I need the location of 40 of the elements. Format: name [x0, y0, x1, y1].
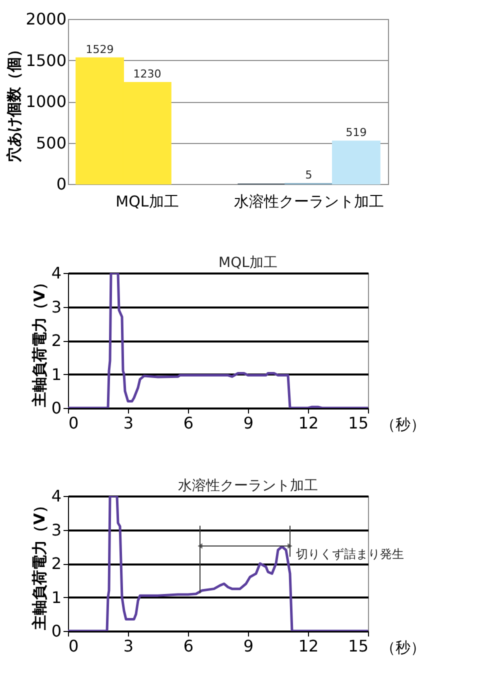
y-tick-label: 2 [51, 331, 62, 350]
x-tick-label: 15 [348, 636, 368, 656]
data-label: 5 [305, 168, 312, 182]
y-tick-label: 4 [51, 486, 62, 506]
y-axis-title: 主軸負荷電力（V） [30, 275, 48, 408]
y-tick-label: 0 [51, 398, 62, 418]
data-label: 1529 [86, 42, 114, 56]
y-tick-label: 1500 [26, 50, 66, 70]
x-axis-title: （秒） [380, 416, 426, 434]
x-tick-label: 6 [183, 414, 194, 432]
y-tick-label: 1000 [26, 92, 66, 111]
x-tick-label: 6 [183, 636, 194, 656]
y-tick-label: 3 [51, 297, 62, 316]
x-tick-label: 0 [68, 414, 79, 432]
text: MQL加工 [218, 255, 278, 271]
y-tick-label: 0 [56, 174, 66, 194]
data-label: 519 [346, 126, 367, 140]
ref-line-label: 切りくず詰まり発生 [296, 547, 404, 562]
y-axis-title: 主軸負荷電力（V） [30, 498, 48, 631]
text: 水溶性クーラント加工 [178, 478, 318, 494]
x-tick-label: 3 [123, 636, 134, 656]
y-tick-label: 1 [51, 364, 62, 384]
x-axis-title: （秒） [380, 638, 426, 656]
x-tick-label: 9 [243, 414, 254, 432]
y-tick-label: 0 [51, 622, 62, 640]
y-tick-label: 1 [51, 588, 62, 607]
y-axis-title: 穴あけ個数（個） [4, 42, 23, 163]
x-tick-label: 12 [298, 636, 319, 656]
y-tick-label: 2 [51, 554, 62, 573]
x-tick-label: 9 [243, 636, 254, 656]
x-tick-label: 0 [68, 636, 79, 656]
y-tick-label: 3 [51, 520, 62, 540]
y-tick-label: 2000 [26, 10, 66, 28]
bar [332, 140, 380, 184]
y-tick-label: 4 [51, 264, 62, 282]
data-label: 1230 [133, 68, 162, 81]
x-tick-label: 15 [348, 414, 368, 432]
y-tick-label: 500 [36, 133, 66, 152]
x-tick-label: 3 [123, 414, 134, 432]
x-tick-label: 12 [298, 414, 319, 432]
